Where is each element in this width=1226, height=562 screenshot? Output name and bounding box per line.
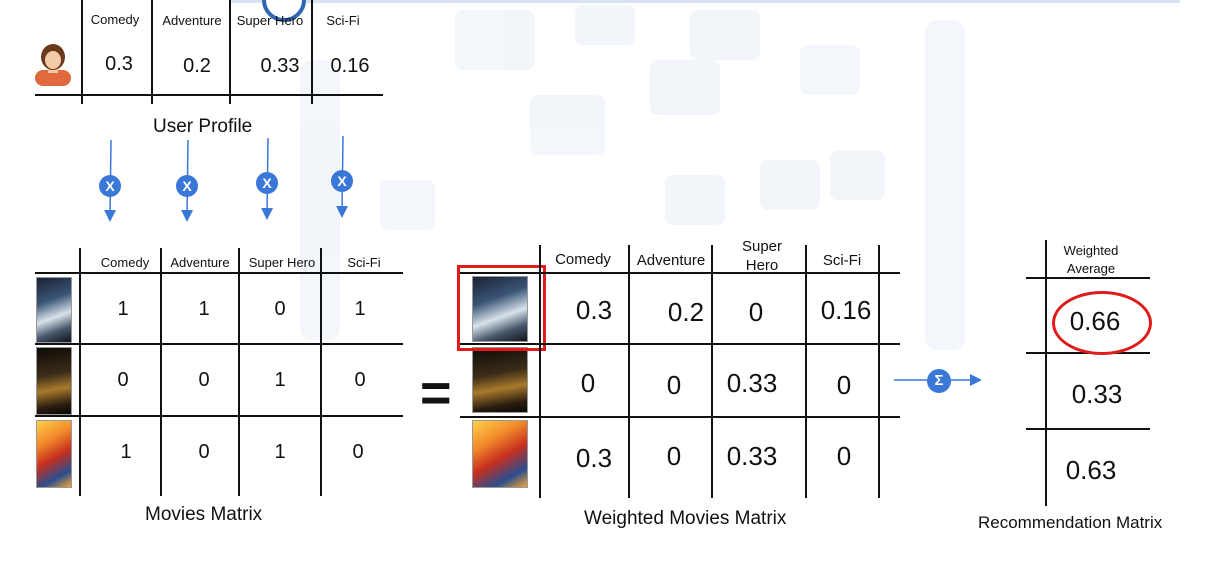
movies-row-line (35, 343, 403, 345)
profile-value-sci-fi: 0.16 (330, 55, 370, 77)
movies-cell: 1 (198, 298, 210, 320)
movies-col-line (320, 248, 322, 496)
movies-row-line (35, 272, 403, 274)
weighted-movie-poster-1 (472, 276, 528, 342)
sum-icon: Σ (927, 369, 951, 393)
recommendation-value: 0.33 (1071, 379, 1123, 409)
highlight-box (457, 265, 546, 351)
recommendation-header: Weighted Average (1063, 243, 1119, 276)
weighted-row-line (460, 272, 900, 274)
weighted-cell: 0 (836, 370, 852, 400)
weighted-col-line (628, 245, 630, 498)
movies-header-sci-fi: Sci-Fi (347, 255, 381, 270)
movie-poster-3 (36, 420, 72, 488)
recommendation-col-line (1045, 240, 1047, 506)
weighted-cell: 0 (836, 441, 852, 471)
movies-cell: 0 (117, 369, 129, 391)
weighted-cell: 0 (580, 368, 596, 398)
weighted-header-adventure: Adventure (636, 252, 706, 269)
profile-header-super-hero: Super Hero (236, 13, 304, 28)
profile-header-sci-fi: Sci-Fi (326, 13, 360, 28)
movie-poster-1 (36, 277, 72, 343)
equals-icon: = (420, 363, 452, 423)
multiply-icon: X (99, 175, 121, 197)
highlight-circle (1052, 291, 1152, 355)
movies-cell: 0 (198, 369, 210, 391)
movies-col-line (160, 248, 162, 496)
recommendation-row-line (1026, 428, 1150, 430)
profile-col-line (311, 0, 313, 104)
movies-row-line (35, 415, 403, 417)
profile-value-adventure: 0.2 (183, 55, 211, 77)
profile-value-comedy: 0.3 (105, 53, 133, 75)
user-avatar-icon (35, 44, 71, 86)
movies-cell: 0 (354, 369, 366, 391)
multiply-icon: X (331, 170, 353, 192)
profile-header-comedy: Comedy (90, 12, 140, 27)
weighted-cell: 0.33 (726, 441, 778, 471)
movies-col-line (79, 248, 81, 496)
recommendation-matrix-caption: Recommendation Matrix (978, 513, 1163, 532)
weighted-cell: 0 (666, 370, 682, 400)
weighted-col-line (539, 245, 541, 498)
weighted-col-line (711, 245, 713, 498)
movies-cell: 1 (120, 441, 132, 463)
movies-cell: 1 (117, 298, 129, 320)
movies-header-adventure: Adventure (170, 255, 230, 270)
profile-header-adventure: Adventure (162, 13, 222, 28)
movies-cell: 1 (274, 441, 286, 463)
weighted-row-line (460, 416, 900, 418)
weighted-cell: 0.3 (575, 443, 613, 473)
movies-cell: 0 (274, 298, 286, 320)
profile-row-line (35, 94, 383, 96)
multiply-arrows (104, 135, 349, 222)
recommendation-row-line (1026, 277, 1150, 279)
movies-header-comedy: Comedy (100, 255, 150, 270)
weighted-cell: 0.16 (820, 295, 872, 325)
weighted-cell: 0.3 (575, 295, 613, 325)
weighted-movie-poster-3 (472, 420, 528, 488)
weighted-cell: 0 (748, 297, 764, 327)
profile-value-super-hero: 0.33 (260, 55, 300, 77)
weighted-header-super-hero: Super Hero (741, 238, 783, 274)
weighted-col-line (805, 245, 807, 498)
weighted-cell: 0.2 (667, 297, 705, 327)
user-profile-caption: User Profile (153, 116, 253, 137)
movies-col-line (238, 248, 240, 496)
multiply-icon: X (256, 172, 278, 194)
weighted-cell: 0 (666, 441, 682, 471)
profile-col-line (229, 0, 231, 104)
weighted-header-sci-fi: Sci-Fi (822, 252, 862, 269)
movie-poster-2 (36, 347, 72, 415)
weighted-row-line (460, 343, 900, 345)
movies-cell: 1 (274, 369, 286, 391)
recommendation-value: 0.63 (1065, 455, 1117, 485)
weighted-col-line (878, 245, 880, 498)
movies-matrix-caption: Movies Matrix (145, 504, 263, 525)
movies-header-super-hero: Super Hero (248, 255, 316, 270)
weighted-header-comedy: Comedy (555, 251, 611, 268)
multiply-icon: X (176, 175, 198, 197)
weighted-matrix-caption: Weighted Movies Matrix (584, 508, 787, 529)
movies-cell: 1 (354, 298, 366, 320)
movies-cell: 0 (352, 441, 364, 463)
movies-cell: 0 (198, 441, 210, 463)
weighted-movie-poster-2 (472, 347, 528, 413)
weighted-cell: 0.33 (726, 368, 778, 398)
profile-col-line (81, 0, 83, 104)
top-divider (230, 0, 1180, 3)
profile-col-line (151, 0, 153, 104)
